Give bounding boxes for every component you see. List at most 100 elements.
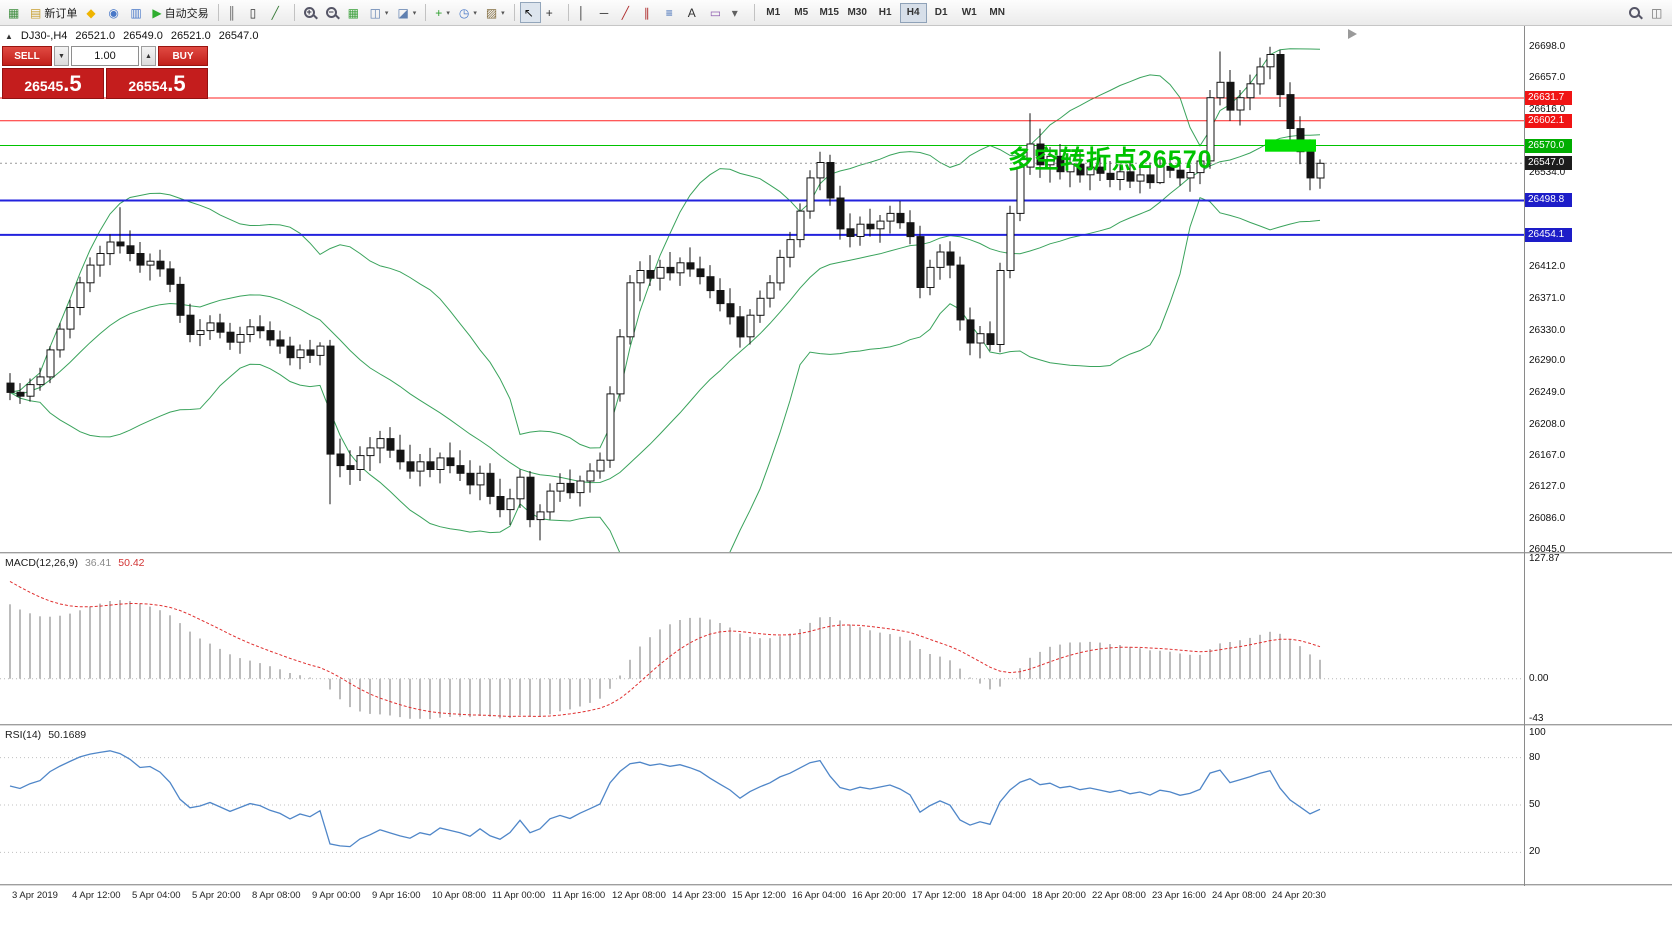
time-axis-label: 3 Apr 2019	[12, 890, 58, 901]
new-order-icon: ▤	[30, 5, 42, 20]
timeframe-group: M1 M5 M15 M30 H1 H4 D1 W1 MN	[760, 2, 1011, 23]
search-button[interactable]	[1625, 2, 1646, 23]
panel-separator-rsi[interactable]	[0, 724, 1672, 726]
price-tick-label: 26249.0	[1529, 387, 1566, 399]
sell-button[interactable]: SELL	[2, 46, 52, 66]
chart-header: ▲ DJ30-,H4 26521.0 26549.0 26521.0 26547…	[5, 30, 258, 42]
cascade-windows-icon: ◫	[369, 5, 381, 20]
timeframe-m1-button[interactable]: M1	[760, 3, 787, 23]
new-chart-button[interactable]: ▦	[4, 2, 25, 23]
macd-signal-value: 50.42	[118, 557, 145, 569]
candlestick-chart-type-button[interactable]: ▯	[246, 2, 267, 23]
periods-list-button[interactable]: ◷ ▾	[455, 2, 481, 23]
bar-chart-type-button[interactable]: ║	[224, 2, 245, 23]
periods-list-icon: ◷	[458, 5, 470, 20]
timeframe-h4-button[interactable]: H4	[899, 2, 927, 23]
navigator-button[interactable]: ▥	[126, 2, 147, 23]
arrows-tool-button[interactable]: ▾	[728, 2, 749, 23]
dropdown-caret-icon: ▾	[384, 9, 389, 17]
channel-tool-icon: ∥	[643, 5, 650, 20]
support-2-price-label: 26454.1	[1525, 227, 1572, 242]
dropdown-caret-icon: ▾	[501, 9, 505, 17]
auto-trading-button[interactable]: ▶ 自动交易	[148, 2, 212, 23]
fibonacci-tool-button[interactable]: ≡	[662, 2, 683, 23]
time-axis-label: 17 Apr 12:00	[912, 890, 966, 901]
horizontal-line-tool-button[interactable]: ─	[596, 2, 617, 23]
crosshair-tool-icon: +	[545, 5, 553, 20]
crosshair-tool-button[interactable]: +	[542, 2, 563, 23]
horizontal-line-tool-icon: ─	[599, 5, 609, 20]
panel-separator-macd[interactable]	[0, 552, 1672, 554]
navigator-icon: ▥	[130, 5, 142, 20]
time-axis[interactable]: 3 Apr 2019 4 Apr 12:00 5 Apr 04:00 5 Apr 20…	[0, 886, 1524, 914]
new-order-button[interactable]: ▤ 新订单	[26, 2, 81, 23]
shapes-tool-button[interactable]: ▭	[706, 2, 727, 23]
time-axis-label: 9 Apr 00:00	[312, 890, 361, 901]
dropdown-caret-icon: ▾	[412, 9, 417, 17]
market-watch-button[interactable]: ◉	[104, 2, 125, 23]
rsi-chart[interactable]	[0, 726, 1524, 884]
indicators-list-button[interactable]: + ▾	[431, 2, 454, 23]
search-icon	[1629, 7, 1640, 18]
trendline-tool-button[interactable]: ╱	[618, 2, 639, 23]
templates-button[interactable]: ▨ ▾	[482, 2, 509, 23]
auto-trading-label: 自动交易	[164, 7, 209, 20]
time-axis-label: 16 Apr 20:00	[852, 890, 906, 901]
new-window-button[interactable]: ◫	[1647, 2, 1668, 23]
timeframe-h1-button[interactable]: H1	[872, 3, 899, 23]
sell-price-display[interactable]: 26545 .5	[2, 68, 104, 99]
line-chart-type-icon: ╱	[271, 5, 279, 20]
line-chart-type-button[interactable]: ╱	[268, 2, 289, 23]
price-tick-label: 26127.0	[1529, 481, 1566, 493]
price-tick-label: 26208.0	[1529, 418, 1566, 430]
macd-chart[interactable]	[0, 554, 1524, 724]
zoom-out-button[interactable]: −	[322, 2, 343, 23]
tile-windows-icon: ▦	[347, 5, 359, 20]
new-order-label: 新订单	[44, 7, 78, 20]
time-axis-label: 4 Apr 12:00	[72, 890, 121, 901]
new-window-icon: ◫	[1651, 5, 1663, 20]
volume-input[interactable]	[71, 46, 139, 66]
cascade-windows-button[interactable]: ◫ ▾	[366, 2, 393, 23]
macd-title: MACD(12,26,9) 36.41 50.42	[5, 557, 145, 569]
timeframe-m30-button[interactable]: M30	[844, 3, 871, 23]
timeframe-d1-button[interactable]: D1	[928, 3, 955, 23]
text-tool-button[interactable]: A	[684, 2, 705, 23]
toolbar: ▦ ▤ 新订单 ◆ ◉ ▥ ▶ 自动交易 ║ ▯ ╱ + − ▦ ◫ ▾ ◪ ▾ + ▾ ◷ ▾ ▨ ▾ ↖ + │ ─ ╱ ∥ ≡ A ▭ ▾ …	[0, 0, 1672, 26]
timeframe-m5-button[interactable]: M5	[788, 3, 815, 23]
scroll-to-end-marker[interactable]	[1348, 29, 1357, 39]
timeframe-m15-button[interactable]: M15	[816, 3, 843, 23]
timeframe-w1-button[interactable]: W1	[956, 3, 983, 23]
buy-price-display[interactable]: 26554 .5	[106, 68, 208, 99]
mql5-community-icon: ◆	[86, 5, 96, 20]
tile-windows-button[interactable]: ▦	[344, 2, 365, 23]
volume-increase-button[interactable]: ▲	[141, 46, 156, 66]
mql5-community-button[interactable]: ◆	[82, 2, 103, 23]
cursor-tool-button[interactable]: ↖	[519, 2, 541, 23]
time-axis-label: 23 Apr 16:00	[1152, 890, 1206, 901]
axis-divider	[1524, 26, 1525, 886]
one-click-toggle-icon[interactable]: ▲	[5, 31, 13, 41]
toolbar-right: ◫	[1625, 2, 1668, 23]
time-axis-label: 14 Apr 23:00	[672, 890, 726, 901]
timeframe-mn-button[interactable]: MN	[984, 3, 1011, 23]
rsi-name-label: RSI(14)	[5, 729, 42, 741]
zoom-in-button[interactable]: +	[300, 2, 321, 23]
vertical-line-tool-button[interactable]: │	[574, 2, 595, 23]
price-tick-label: 26045.0	[1529, 544, 1566, 556]
macd-tick-label: -43	[1529, 713, 1544, 724]
channel-tool-button[interactable]: ∥	[640, 2, 661, 23]
current-price-price-label: 26547.0	[1525, 156, 1572, 171]
time-axis-label: 18 Apr 04:00	[972, 890, 1026, 901]
buy-button[interactable]: BUY	[158, 46, 208, 66]
text-tool-icon: A	[687, 5, 696, 20]
price-tick-label: 26698.0	[1529, 40, 1566, 52]
indicators-list-icon: +	[435, 5, 443, 20]
volume-decrease-button[interactable]: ▼	[54, 46, 69, 66]
arrange-windows-button[interactable]: ◪ ▾	[393, 2, 420, 23]
main-chart[interactable]	[0, 26, 1524, 552]
shapes-tool-icon: ▭	[709, 5, 722, 20]
sell-price-main: 26545	[24, 78, 64, 94]
macd-tick-label: 0.00	[1529, 672, 1549, 684]
rsi-title: RSI(14) 50.1689	[5, 729, 86, 741]
